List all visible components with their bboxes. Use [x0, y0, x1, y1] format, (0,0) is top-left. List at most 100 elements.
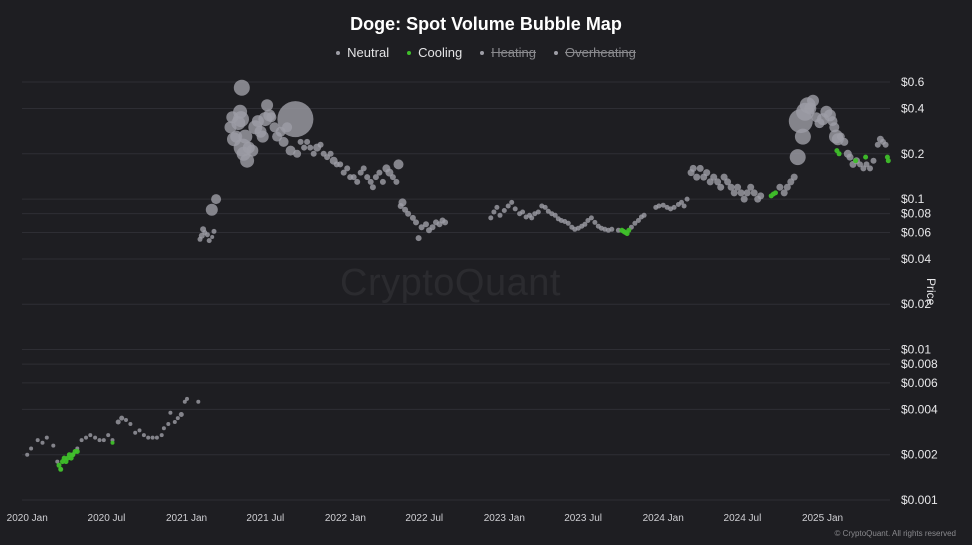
neutral-bubble	[737, 189, 745, 197]
neutral-bubble	[293, 149, 302, 158]
neutral-bubble	[602, 226, 608, 232]
neutral-bubble	[198, 232, 205, 239]
neutral-bubble	[776, 183, 784, 191]
legend-item-neutral[interactable]: Neutral	[336, 45, 389, 60]
neutral-bubble	[211, 228, 217, 234]
neutral-bubble	[843, 149, 852, 158]
neutral-bubble	[405, 210, 412, 217]
y-tick-label: $0.2	[901, 147, 925, 161]
neutral-bubble	[307, 144, 314, 151]
series-cooling	[56, 148, 891, 472]
neutral-bubble	[494, 204, 500, 210]
neutral-bubble	[632, 220, 638, 226]
neutral-bubble	[863, 161, 870, 168]
neutral-bubble	[512, 206, 518, 212]
neutral-bubble	[429, 224, 436, 231]
neutral-bubble	[635, 218, 641, 223]
x-tick-label: 2025 Jan	[802, 513, 843, 524]
neutral-bubble	[310, 150, 317, 157]
cooling-bubble	[70, 452, 76, 458]
neutral-bubble	[552, 212, 558, 218]
neutral-bubble	[517, 211, 523, 217]
neutral-bubble	[836, 132, 845, 141]
neutral-bubble	[660, 202, 666, 208]
y-tick-label: $0.008	[901, 357, 938, 371]
cooling-bubble	[61, 455, 67, 461]
neutral-bubble	[369, 184, 376, 191]
neutral-bubble	[200, 226, 207, 233]
neutral-bubble	[324, 154, 331, 161]
legend-label: Neutral	[347, 45, 390, 60]
neutral-bubble	[796, 102, 815, 121]
neutral-bubble	[233, 79, 250, 96]
neutral-bubble	[327, 150, 334, 157]
neutral-bubble	[754, 195, 762, 203]
neutral-bubble	[51, 443, 56, 448]
neutral-bubble	[497, 212, 503, 218]
neutral-bubble	[240, 153, 255, 168]
neutral-bubble	[150, 435, 155, 440]
neutral-bubble	[605, 227, 611, 233]
neutral-bubble	[398, 198, 407, 207]
neutral-bubble	[185, 396, 189, 401]
neutral-bubble	[789, 149, 806, 166]
cooling-bubble	[68, 455, 74, 461]
legend-marker	[480, 50, 485, 55]
neutral-bubble	[787, 178, 795, 186]
neutral-bubble	[364, 174, 371, 181]
neutral-bubble	[101, 438, 106, 443]
neutral-bubble	[367, 178, 374, 185]
neutral-bubble	[137, 428, 142, 433]
legend-item-heating[interactable]: Heating	[480, 45, 536, 60]
neutral-bubble	[598, 225, 604, 231]
x-tick-label: 2020 Jan	[7, 513, 48, 524]
neutral-bubble	[804, 102, 817, 115]
legend-label: Heating	[491, 45, 536, 60]
legend-item-overheating[interactable]: Overheating	[554, 45, 636, 60]
neutral-bubble	[700, 173, 708, 181]
cooling-bubble	[56, 462, 62, 468]
legend-marker	[554, 50, 558, 55]
cooling-bubble	[853, 158, 859, 164]
neutral-bubble	[360, 165, 367, 172]
neutral-bubble	[256, 130, 269, 143]
neutral-bubble	[730, 189, 738, 197]
legend-item-cooling[interactable]: Cooling	[407, 45, 462, 60]
neutral-bubble	[823, 109, 836, 122]
neutral-bubble	[433, 219, 439, 226]
neutral-bubble	[204, 232, 210, 238]
neutral-bubble	[238, 129, 253, 144]
neutral-bubble	[211, 194, 222, 205]
neutral-bubble	[415, 235, 422, 242]
neutral-bubble	[876, 135, 884, 143]
neutral-bubble	[372, 174, 379, 181]
neutral-bubble	[226, 111, 239, 124]
neutral-bubble	[277, 101, 314, 138]
x-tick-label: 2022 Jan	[325, 513, 366, 524]
neutral-bubble	[867, 165, 873, 172]
neutral-bubble	[491, 209, 497, 215]
x-tick-label: 2021 Jan	[166, 513, 207, 524]
copyright-footer: © CryptoQuant. All rights reserved	[834, 529, 957, 538]
neutral-bubble	[124, 418, 128, 422]
neutral-bubble	[88, 433, 93, 438]
neutral-bubble	[172, 420, 177, 424]
neutral-bubble	[693, 173, 701, 181]
neutral-bubble	[25, 452, 30, 457]
x-tick-label: 2022 Jul	[405, 513, 443, 524]
neutral-bubble	[301, 144, 308, 151]
legend-marker	[407, 50, 412, 55]
neutral-bubble	[706, 178, 714, 186]
neutral-bubble	[128, 422, 133, 426]
chart-title: Doge: Spot Volume Bubble Map	[350, 14, 622, 34]
neutral-bubble	[297, 138, 304, 145]
cooling-bubble	[72, 449, 78, 454]
neutral-bubble	[724, 178, 732, 186]
neutral-bubble	[196, 399, 201, 404]
cooling-bubble	[773, 190, 778, 196]
neutral-bubble	[520, 209, 526, 215]
neutral-bubble	[689, 164, 697, 172]
neutral-bubble	[258, 112, 273, 127]
neutral-bubble	[439, 217, 446, 224]
neutral-bubble	[266, 112, 277, 123]
